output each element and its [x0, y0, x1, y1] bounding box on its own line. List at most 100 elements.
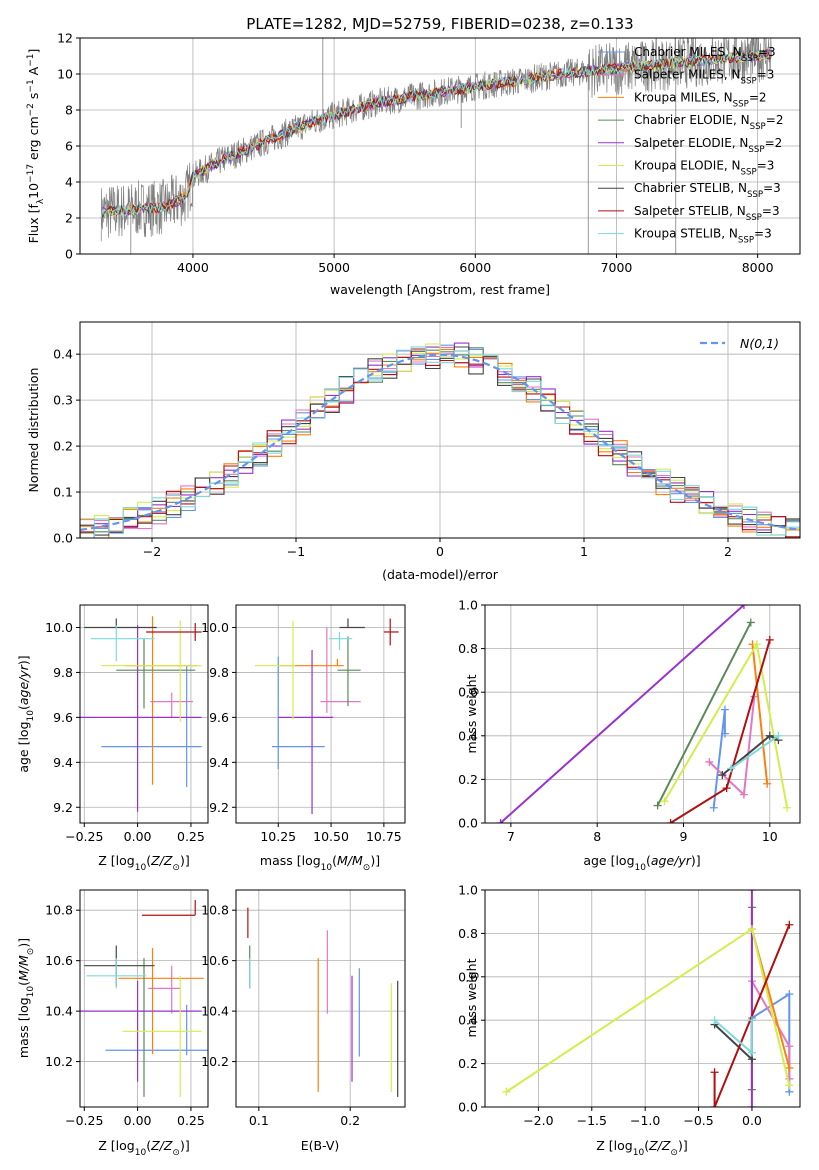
mass_weight_vs_Z-ytick-label: 0.8	[458, 926, 478, 941]
mass_weight_vs_Z-ytick-label: 0.0	[458, 1100, 478, 1115]
mass-weight-line	[730, 734, 779, 770]
residual_hist-xtick-label: 0	[436, 544, 444, 559]
mass-weight-marker	[660, 797, 669, 806]
age_vs_mass-xtick-label: 10.50	[313, 829, 349, 844]
mass_vs_ebv-plot-area	[247, 907, 399, 1097]
legend-entry: Salpeter MILES, NSSP=3	[634, 68, 774, 87]
age_vs_mass-xtick-label: 10.25	[260, 829, 296, 844]
model-spectrum-line	[100, 50, 771, 219]
legend-entry: Salpeter ELODIE, NSSP=2	[634, 136, 782, 155]
mass-weight-age-ylabel: mass weight	[464, 674, 479, 753]
mass_weight_vs_age-xtick-label: 10	[762, 829, 778, 844]
residual_hist-xtick-label: −1	[287, 544, 305, 559]
residual_hist-axes: −2 −1 0 1 2 0.0 0.1 0.2 0.3 0.4	[53, 321, 801, 559]
mass-weight-marker	[502, 1087, 511, 1096]
residual_hist-xtick-label: −2	[143, 544, 161, 559]
legend-entry: Kroupa MILES, NSSP=2	[634, 90, 767, 109]
mass_vs_ebv-xtick-label: 0.2	[340, 1113, 360, 1128]
mass-weight-marker	[765, 635, 774, 644]
spectrum-ytick-label: 2	[65, 211, 73, 226]
mass_vs_ebv-ytick-label: 10.4	[201, 1004, 229, 1019]
mass_weight_vs_Z-xtick-label: −1.5	[577, 1113, 607, 1128]
mass-weight-marker	[747, 890, 756, 894]
age_vs_mass-ytick-label: 9.8	[209, 665, 229, 680]
spectrum-plot-area	[100, 38, 772, 254]
mass-weight-marker	[747, 1048, 756, 1057]
age_vs_Z-ytick-label: 9.4	[53, 755, 73, 770]
mass-weight-age-xlabel: age [log10(age/yr)]	[583, 853, 700, 873]
age_vs_Z-ytick-label: 10.0	[45, 620, 73, 635]
mass-weight-line	[713, 1019, 753, 1056]
mass-weight-marker	[747, 1016, 756, 1025]
mass_weight_vs_age-ytick-label: 1.0	[458, 598, 478, 613]
mass_weight_vs_age-ytick-label: 0.2	[458, 772, 478, 787]
mass_vs_Z-xtick-label: −0.25	[65, 1113, 103, 1128]
age_vs_Z-ytick-label: 9.6	[53, 710, 73, 725]
mass-weight-marker	[783, 803, 792, 812]
mass-weight-marker	[763, 779, 772, 788]
mass-weight-marker	[705, 757, 714, 766]
mass_vs_Z-frame	[79, 889, 209, 1108]
mass_weight_vs_Z-ytick-label: 0.2	[458, 1056, 478, 1071]
mass-vs-Z-xlabel: Z [log10(Z/Z⊙)]	[98, 1138, 189, 1158]
mass_weight_vs_Z-xtick-label: 0.0	[742, 1113, 762, 1128]
residual_hist-ytick-label: 0.4	[53, 347, 73, 362]
mass_weight_vs_Z-ytick-label: 1.0	[458, 883, 478, 898]
mass_weight_vs_Z-ytick-label: 0.6	[458, 969, 478, 984]
mass-vs-Z-ylabel: mass [log10(M/M⊙)]	[16, 938, 36, 1058]
mass_vs_Z-ytick-label: 10.8	[45, 903, 73, 918]
spectrum-ytick-label: 8	[65, 103, 73, 118]
mass-weight-marker	[765, 731, 774, 740]
legend-entry: Chabrier MILES, NSSP=3	[634, 45, 776, 64]
spectrum-xtick-label: 4000	[177, 260, 209, 275]
mass_vs_ebv-xtick-label: 0.1	[249, 1113, 269, 1128]
age_vs_Z-xtick-label: 0.00	[124, 829, 152, 844]
age_vs_Z-axes: −0.25 0.00 0.25 9.2 9.4 9.6 9.8 10.0	[45, 604, 209, 844]
mass-weight-marker	[709, 803, 718, 812]
age_vs_mass-plot-area	[255, 618, 399, 815]
mass_vs_ebv-axes: 0.1 0.2 10.2 10.4 10.6 10.8	[201, 889, 406, 1128]
mass-weight-line	[505, 927, 791, 1093]
mass-weight-marker	[746, 618, 755, 627]
residual_hist-ytick-label: 0.3	[53, 393, 73, 408]
mass_vs_Z-ytick-label: 10.2	[45, 1054, 73, 1069]
age_vs_Z-plot-area	[80, 616, 202, 812]
mass_weight_vs_age-ytick-label: 0.6	[458, 685, 478, 700]
mass_weight_vs_Z-axes: −2.0 −1.5 −1.0 −0.5 0.0 0.0 0.2 0.4 0.6 0.8 1.0	[458, 883, 801, 1128]
gaussian-legend-label: N(0,1)	[740, 336, 779, 351]
residual_hist-xtick-label: 1	[580, 544, 588, 559]
mass_weight_vs_Z-frame	[484, 889, 801, 1108]
mass_weight_vs_Z-xtick-label: −0.5	[683, 1113, 713, 1128]
mass_weight_vs_Z-xtick-label: −1.0	[630, 1113, 660, 1128]
mass-weight-marker	[785, 990, 794, 999]
mass-weight-marker	[785, 1063, 794, 1072]
mass-weight-marker	[739, 605, 748, 609]
mass-weight-marker	[720, 729, 729, 738]
age_vs_Z-xtick-label: 0.25	[177, 829, 205, 844]
spectrum-xtick-label: 5000	[318, 260, 350, 275]
mass_weight_vs_age-plot-area	[496, 605, 792, 823]
legend-entry: Salpeter STELIB, NSSP=3	[634, 204, 780, 223]
mass-weight-marker	[496, 819, 505, 823]
age_vs_mass-ytick-label: 10.0	[201, 620, 229, 635]
mass-weight-marker	[710, 1068, 719, 1077]
mass_vs_Z-xtick-label: 0.25	[177, 1113, 205, 1128]
mass_vs_ebv-ytick-label: 10.6	[201, 953, 229, 968]
residual_hist-ytick-label: 0.0	[53, 531, 73, 546]
mass_vs_ebv-ytick-label: 10.2	[201, 1054, 229, 1069]
spectrum-axes: 4000 5000 6000 7000 8000 0 2 4 6 8 10 12	[57, 31, 801, 275]
residual_hist-xtick-label: 2	[724, 544, 732, 559]
residual-ylabel: Normed distribution	[26, 368, 41, 493]
age_vs_Z-ytick-label: 9.8	[53, 665, 73, 680]
spectrum-ytick-label: 0	[65, 247, 73, 262]
mass_weight_vs_age-frame	[484, 604, 801, 824]
residual_hist-ytick-label: 0.2	[53, 439, 73, 454]
mass_weight_vs_Z-ytick-label: 0.4	[458, 1013, 478, 1028]
mass_weight_vs_age-xtick-label: 9	[680, 829, 688, 844]
mass-weight-Z-ylabel: mass weight	[464, 958, 479, 1037]
mass-vs-ebv-xlabel: E(B-V)	[301, 1138, 340, 1153]
age_vs_Z-xtick-label: −0.25	[65, 829, 103, 844]
model-spectrum-line	[100, 49, 771, 219]
figure-title: PLATE=1282, MJD=52759, FIBERID=0238, z=0…	[246, 15, 633, 33]
